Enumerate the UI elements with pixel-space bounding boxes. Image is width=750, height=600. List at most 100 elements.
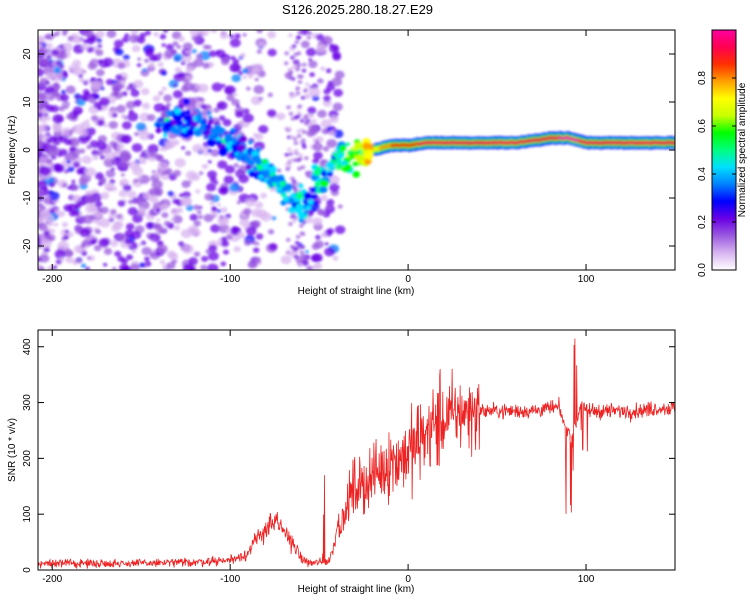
noise-blob [236,200,241,205]
spectral-peak [352,161,359,167]
spectral-peak [268,165,278,174]
noise-blob [38,43,42,49]
spectral-peak [294,208,301,214]
noise-blob [296,62,302,67]
noise-blob [72,35,82,44]
noise-blob [295,86,301,91]
noise-blob [251,240,258,245]
noise-blob [134,197,143,205]
snr-chart: -200 -100 0 100 0 100 200 300 400 Height of stra… [7,329,676,595]
noise-blob [320,66,326,71]
noise-blob [39,254,50,263]
noise-blob [127,199,134,205]
noise-blob [159,259,165,265]
spectral-peak [295,192,304,200]
noise-blob [324,242,329,246]
noise-blob [67,231,74,238]
noise-blob [180,196,193,207]
noise-blob [173,83,178,87]
noise-blob [310,254,321,263]
spectral-peak [262,159,268,164]
colorbar-tick-label: 0.2 [697,215,708,229]
noise-blob [129,263,140,270]
noise-blob [94,201,103,208]
spectral-peak [245,164,252,171]
noise-blob [294,115,299,120]
noise-blob [118,189,128,198]
noise-blob [291,44,297,49]
noise-blob [87,62,97,70]
noise-blob [98,238,110,248]
noise-blob [210,211,219,218]
noise-blob [200,103,207,110]
noise-blob [63,234,70,240]
spectral-peak [232,147,239,153]
noise-blob [52,137,58,143]
noise-blob [254,256,261,263]
spectral-peak [319,185,328,194]
noise-blob [221,236,227,242]
noise-blob [131,230,142,240]
noise-blob [193,220,202,227]
noise-blob [154,171,162,178]
spectrogram-x-label: Height of straight line (km) [298,286,415,297]
noise-blob [93,244,102,252]
noise-blob [329,44,340,53]
noise-blob [63,169,69,174]
noise-blob [66,159,71,164]
noise-blob [52,72,64,82]
noise-blob [289,135,295,140]
spectral-peak [298,218,304,223]
chart-title: S126.2025.280.18.27.E29 [281,2,434,17]
noise-blob [140,87,150,96]
noise-blob [97,44,103,49]
noise-blob [238,170,245,176]
noise-blob [198,83,209,93]
noise-blob [138,242,142,247]
noise-blob [128,160,140,171]
noise-blob [333,129,344,139]
noise-blob [209,201,215,206]
colorbar-tick-label: 0.6 [697,119,708,133]
noise-blob [84,266,90,270]
noise-blob [96,141,108,151]
noise-blob [157,52,163,57]
noise-blob [44,229,51,236]
noise-blob [236,231,246,239]
noise-blob [96,149,104,156]
spectrogram-y-tick-label: 10 [22,96,33,108]
noise-blob [112,113,118,118]
noise-blob [141,246,152,256]
noise-blob [189,30,200,37]
noise-blob [201,163,209,170]
noise-blob [100,206,109,214]
noise-blob [276,168,282,173]
noise-blob [65,113,74,120]
noise-blob [83,30,94,38]
noise-blob [295,234,301,239]
noise-blob [71,179,76,184]
noise-blob [295,67,301,72]
noise-blob [116,143,125,150]
noise-blob [40,108,47,115]
noise-blob [47,221,54,227]
noise-blob [315,44,327,54]
noise-blob [178,193,184,198]
noise-blob [304,171,310,176]
noise-blob [234,33,241,39]
noise-blob [115,74,123,80]
noise-blob [321,128,330,135]
spectral-peak [258,174,264,179]
noise-blob [286,105,291,110]
noise-blob [206,183,217,192]
spectral-peak [174,108,182,115]
colorbar-tick-label: 0.4 [697,167,708,181]
noise-blob [325,68,332,74]
noise-blob [260,211,272,222]
noise-blob [80,243,86,249]
noise-blob [170,217,175,221]
spectrogram-x-tick-label: -200 [42,274,62,285]
noise-blob [267,30,277,39]
noise-blob [102,262,108,267]
noise-blob [68,137,80,148]
